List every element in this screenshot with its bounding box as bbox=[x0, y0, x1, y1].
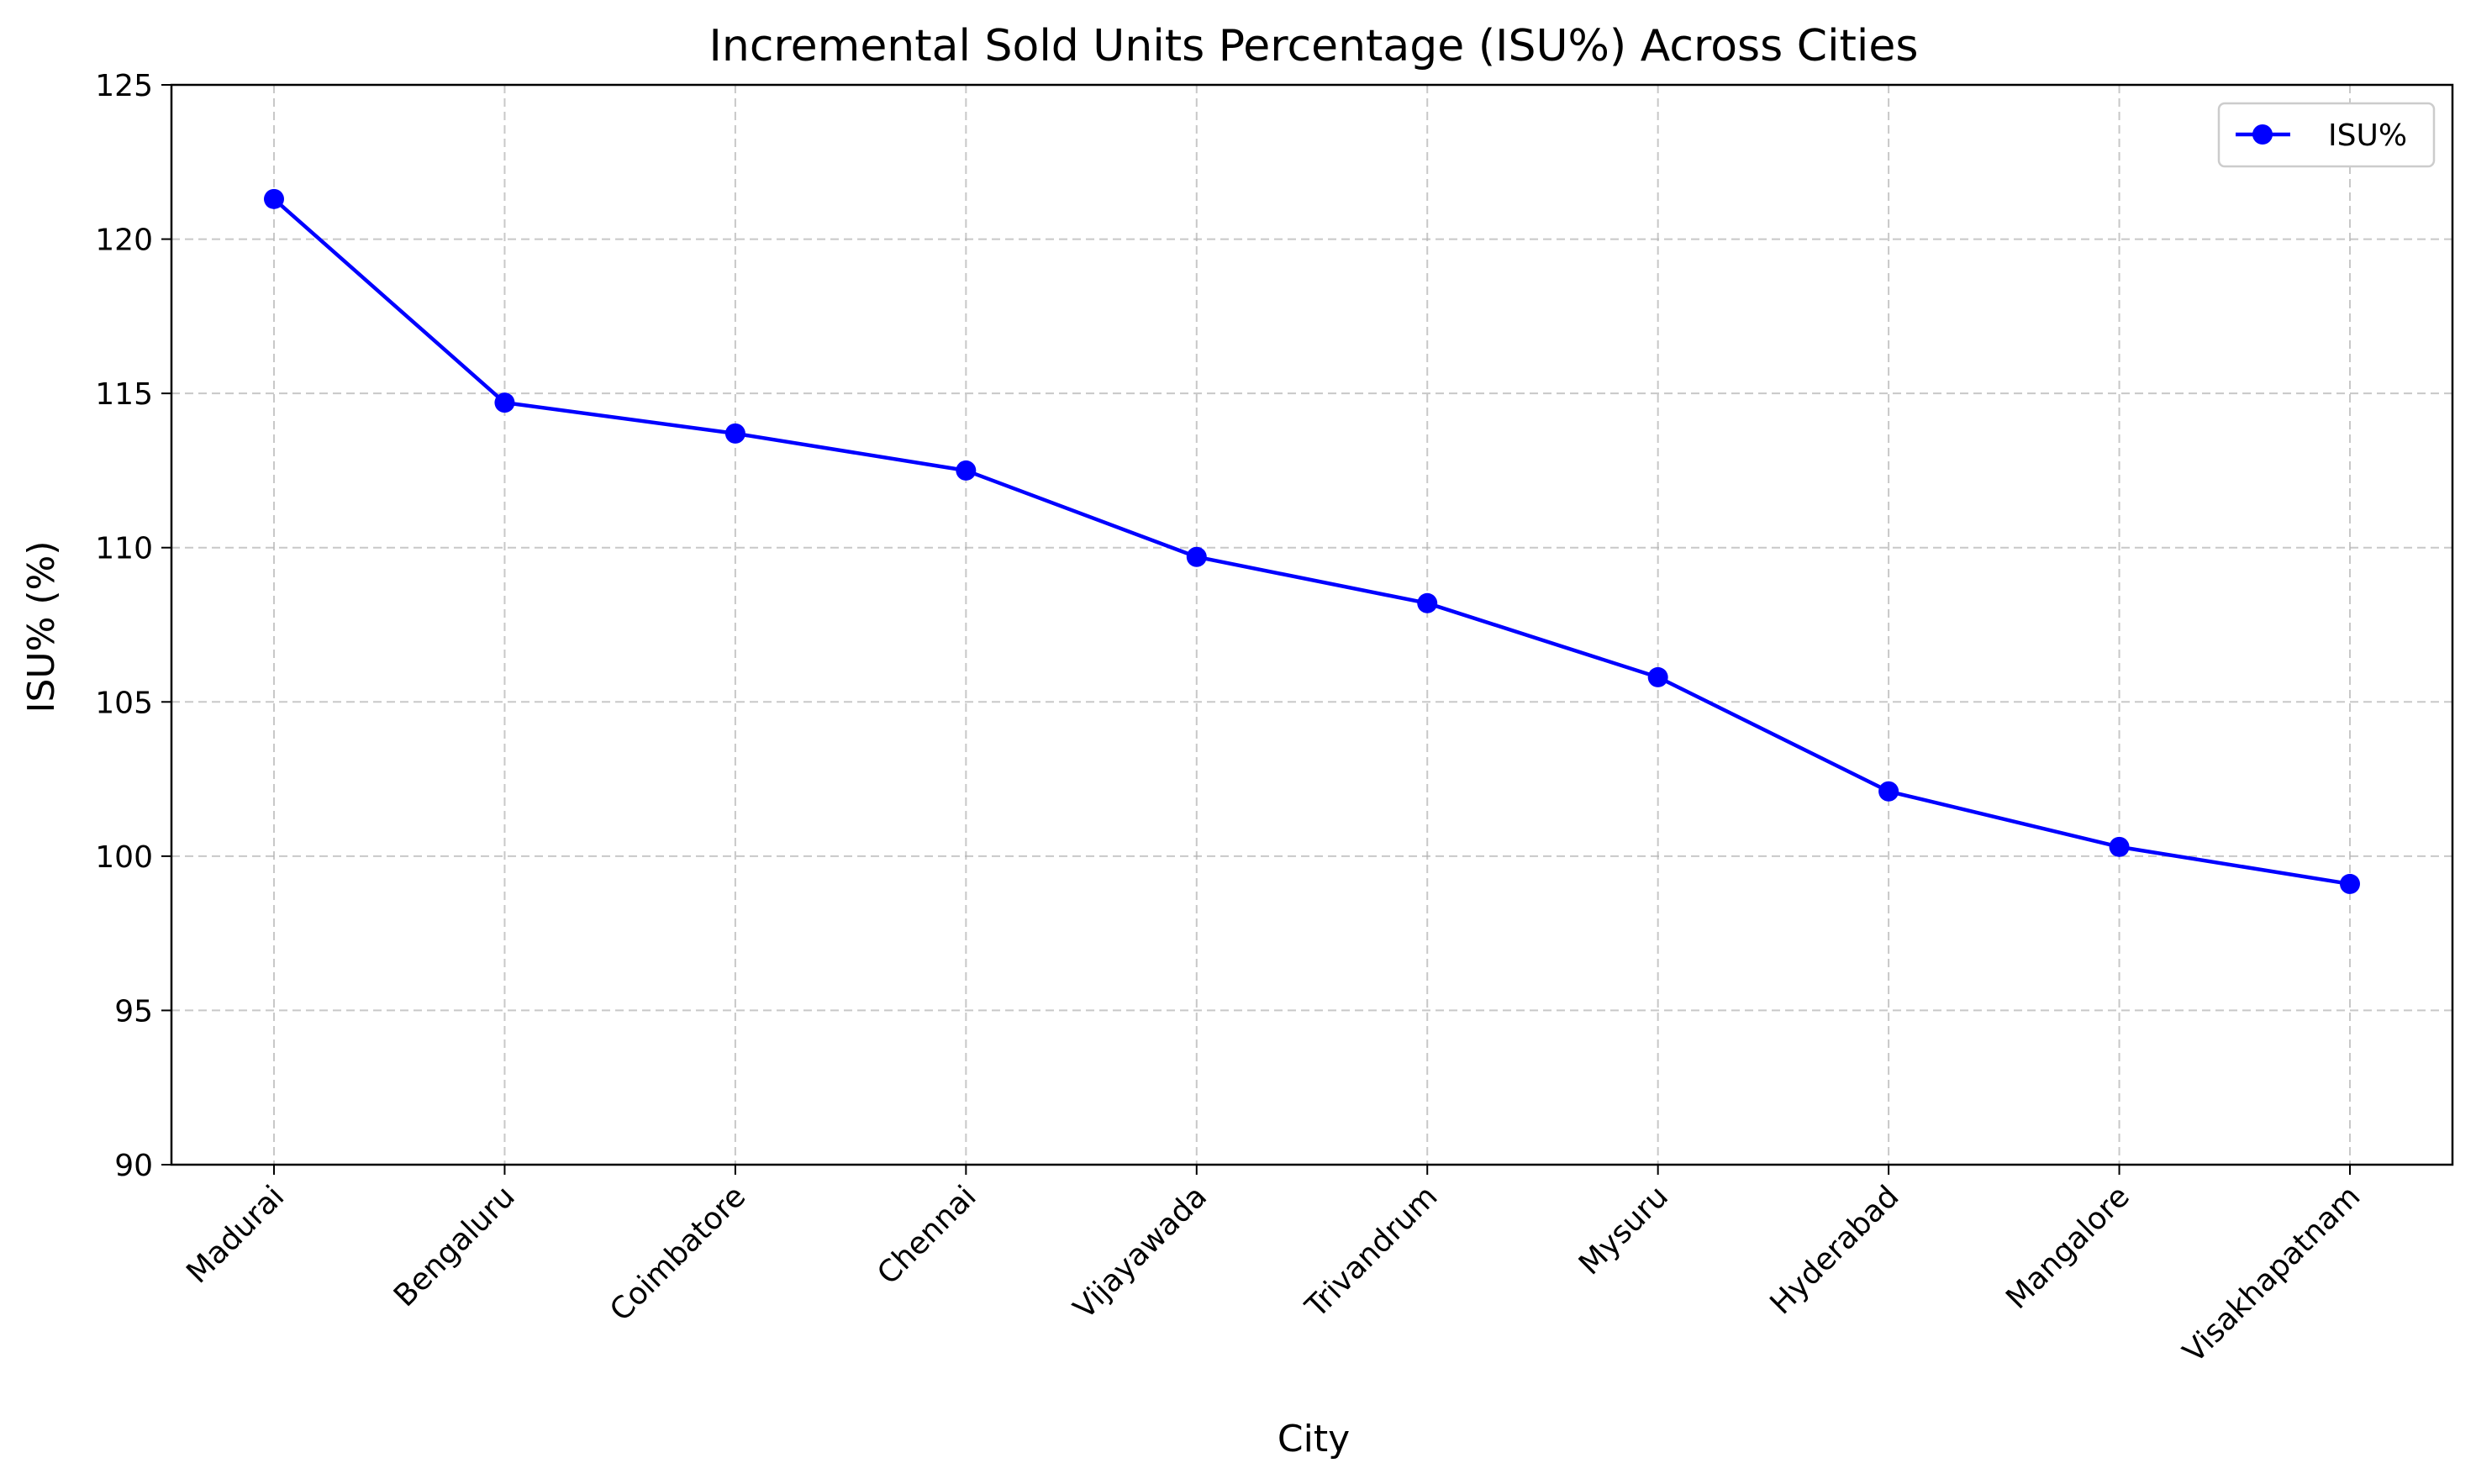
y-tick-label: 120 bbox=[95, 224, 153, 258]
y-tick-label: 100 bbox=[95, 840, 153, 875]
y-tick-label: 95 bbox=[114, 994, 153, 1029]
x-tick-label: Mangalore bbox=[1999, 1179, 2136, 1316]
data-point bbox=[2109, 836, 2130, 857]
data-point bbox=[724, 423, 745, 444]
legend: ISU% bbox=[2217, 102, 2436, 168]
legend-box bbox=[2217, 102, 2436, 168]
series-line bbox=[272, 197, 2351, 887]
x-tick-label: Mysuru bbox=[1573, 1179, 1675, 1281]
data-point bbox=[264, 188, 284, 209]
x-tick-label: Bengaluru bbox=[387, 1179, 522, 1313]
y-tick-label: 105 bbox=[95, 686, 153, 720]
x-tick-label: Chennai bbox=[871, 1179, 982, 1291]
y-tick-label: 115 bbox=[95, 377, 153, 412]
legend-marker-swatch bbox=[2252, 124, 2273, 145]
y-tick-label: 110 bbox=[95, 532, 153, 566]
grid-layer bbox=[171, 84, 2452, 1166]
data-point bbox=[956, 460, 977, 481]
x-tick-label: Trivandrum bbox=[1299, 1179, 1444, 1324]
x-tick-label: Madurai bbox=[180, 1179, 291, 1290]
data-point bbox=[494, 392, 515, 413]
y-tick-label: 125 bbox=[95, 69, 153, 103]
data-point bbox=[1647, 666, 1668, 687]
axes-layer bbox=[170, 83, 2454, 1166]
x-tick-label: Vijayawada bbox=[1067, 1179, 1214, 1325]
x-tick-label: Visakhapatnam bbox=[2177, 1179, 2368, 1370]
data-point bbox=[1417, 592, 1438, 613]
data-point bbox=[1878, 781, 1899, 802]
y-axis-label: ISU% (%) bbox=[20, 540, 63, 713]
data-point bbox=[2340, 873, 2360, 894]
chart-title: Incremental Sold Units Percentage (ISU%)… bbox=[709, 21, 1919, 71]
series-layer bbox=[264, 188, 2360, 894]
data-point bbox=[1186, 546, 1207, 567]
y-tick-label: 90 bbox=[114, 1149, 153, 1183]
x-axis-label: City bbox=[1278, 1418, 1350, 1460]
plot-frame bbox=[170, 83, 2454, 1166]
legend-label: ISU% bbox=[2328, 118, 2407, 153]
x-tick-label: Coimbatore bbox=[603, 1179, 752, 1328]
ticks-layer: 90 95 100 105 110 115 120 125 Madurai Bengaluru Co… bbox=[95, 69, 2367, 1370]
x-tick-label: Hyderabad bbox=[1763, 1179, 1905, 1321]
